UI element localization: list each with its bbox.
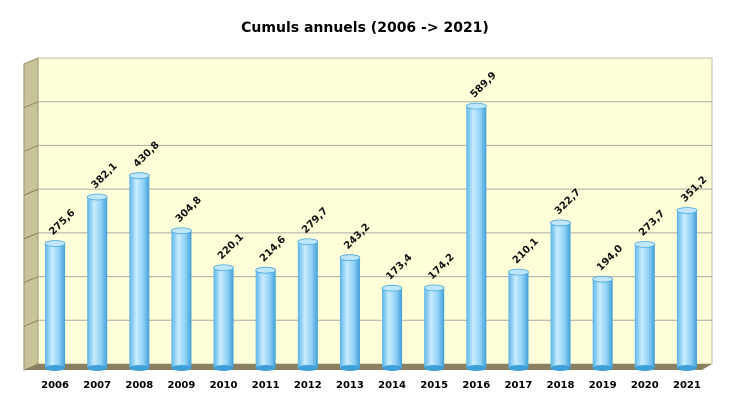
x-tick-label-2011: 2011 xyxy=(252,380,280,391)
bar-cap xyxy=(171,227,192,235)
bar-cap xyxy=(213,264,234,272)
bar-base xyxy=(87,365,108,371)
x-tick-label-2017: 2017 xyxy=(505,380,533,391)
bar-cap xyxy=(550,219,571,227)
bar-2015 xyxy=(423,284,445,371)
bar-base xyxy=(45,365,66,371)
gridline-side xyxy=(23,232,39,240)
bar-2016 xyxy=(465,102,487,371)
bar-body xyxy=(424,287,445,368)
bar-2020 xyxy=(634,240,656,371)
bar-cap xyxy=(255,266,277,274)
x-tick-label-2020: 2020 xyxy=(631,380,659,391)
x-tick-label-2009: 2009 xyxy=(168,380,196,391)
bar-body xyxy=(87,196,108,368)
bar-body xyxy=(255,270,276,368)
bar-body xyxy=(550,222,571,368)
bar-body xyxy=(466,106,487,368)
bar-body xyxy=(339,257,360,368)
bar-base xyxy=(466,365,487,371)
bar-base xyxy=(592,365,613,371)
gridline-side xyxy=(23,276,39,284)
x-tick-label-2015: 2015 xyxy=(420,380,448,391)
x-tick-label-2014: 2014 xyxy=(378,380,406,391)
gridline-side xyxy=(23,188,39,196)
bar-base xyxy=(297,365,318,371)
bar-2010 xyxy=(213,264,234,371)
bar-body xyxy=(129,175,150,368)
bar-cap xyxy=(465,102,487,110)
x-tick-label-2016: 2016 xyxy=(462,380,490,391)
bar-cap xyxy=(128,172,150,180)
bar-body xyxy=(592,279,613,368)
chart-title: Cumuls annuels (2006 -> 2021) xyxy=(241,20,489,36)
bar-base xyxy=(129,365,150,371)
gridline-side xyxy=(23,144,39,152)
bar-base xyxy=(676,365,697,371)
bar-base xyxy=(339,365,360,371)
bar-2008 xyxy=(128,172,150,371)
bar-2013 xyxy=(339,254,361,371)
bar-base xyxy=(255,365,276,371)
bar-cap xyxy=(592,275,614,283)
plot-floor xyxy=(24,364,712,370)
bar-2014 xyxy=(381,284,403,371)
bar-base xyxy=(171,365,192,371)
bar-body xyxy=(634,244,655,368)
gridline-side xyxy=(23,319,39,327)
x-tick-label-2012: 2012 xyxy=(294,380,322,391)
x-tick-label-2018: 2018 xyxy=(547,380,575,391)
gridline-side xyxy=(23,101,39,109)
category-labels: 2006 2007 2008 2009 2010 2011 2012 2013 2014 2015… xyxy=(41,380,701,391)
bar-body xyxy=(45,243,66,368)
bar-2019 xyxy=(592,275,614,371)
x-tick-label-2007: 2007 xyxy=(83,380,111,391)
bars xyxy=(44,102,698,371)
bar-body xyxy=(508,272,529,368)
bar-body xyxy=(382,288,403,368)
bar-base xyxy=(634,365,655,371)
bar-2009 xyxy=(171,227,192,371)
bar-body xyxy=(171,230,192,368)
bar-cap xyxy=(508,268,529,276)
bar-cap xyxy=(634,240,656,248)
x-tick-label-2010: 2010 xyxy=(210,380,238,391)
bar-cap xyxy=(297,238,319,246)
bar-base xyxy=(424,365,445,371)
bar-2006 xyxy=(44,240,66,371)
x-tick-label-2019: 2019 xyxy=(589,380,617,391)
bar-base xyxy=(382,365,403,371)
bar-cap xyxy=(423,284,445,292)
bar-cap xyxy=(44,240,66,247)
bar-base xyxy=(550,365,571,371)
bar-2018 xyxy=(550,219,571,371)
x-tick-label-2006: 2006 xyxy=(41,380,69,391)
bar-cap xyxy=(339,254,361,262)
bar-base xyxy=(508,365,529,371)
x-tick-label-2013: 2013 xyxy=(336,380,364,391)
x-tick-label-2021: 2021 xyxy=(673,380,701,391)
bar-cap xyxy=(86,193,108,201)
bar-body xyxy=(297,241,318,368)
bar-2012 xyxy=(297,238,319,371)
bar-body xyxy=(213,267,234,368)
bar-2017 xyxy=(508,268,529,371)
bar-2007 xyxy=(86,193,108,371)
bar-2011 xyxy=(255,266,277,371)
bar-2021 xyxy=(676,207,698,371)
bar-cap xyxy=(381,284,403,292)
bar-body xyxy=(676,210,697,368)
bar-base xyxy=(213,365,234,371)
x-tick-label-2008: 2008 xyxy=(125,380,153,391)
bar-cap xyxy=(676,207,698,214)
